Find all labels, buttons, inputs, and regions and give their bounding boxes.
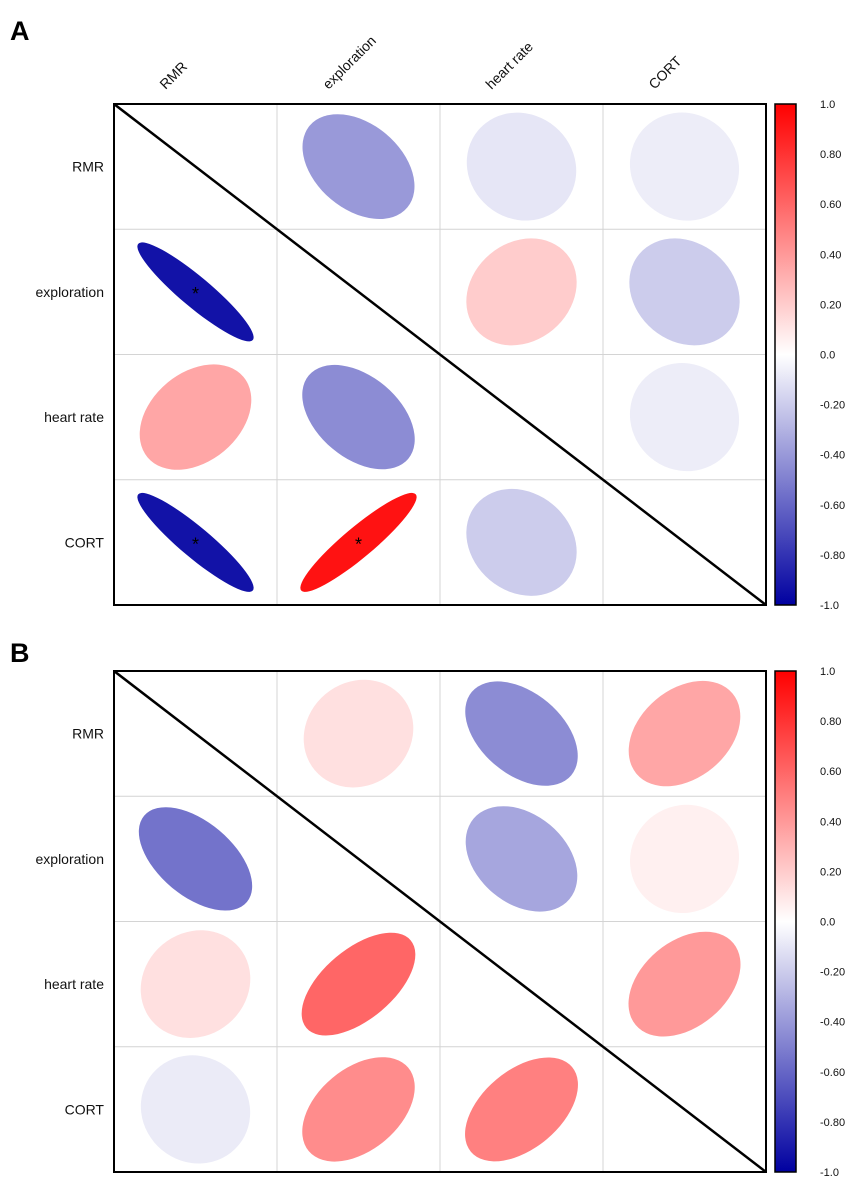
correlation-ellipse <box>466 488 577 596</box>
correlation-ellipse <box>140 930 251 1038</box>
significance-star: * <box>192 284 199 304</box>
row-label: exploration <box>36 284 105 300</box>
plot-frame <box>113 670 767 1173</box>
correlation-ellipse <box>629 804 740 914</box>
colorbar-tick-label: -0.40 <box>820 450 845 462</box>
row-label: RMR <box>72 159 104 175</box>
colorbar <box>774 103 797 606</box>
correlation-ellipse <box>138 807 253 911</box>
colorbar-tick-label: 1.0 <box>820 666 835 678</box>
colorbar <box>774 670 797 1173</box>
panel-letter: B <box>10 638 30 668</box>
correlation-ellipse <box>139 364 252 470</box>
column-label: exploration <box>319 32 379 92</box>
column-label: heart rate <box>482 38 536 92</box>
row-label: heart rate <box>44 976 104 992</box>
colorbar-tick-label: 0.0 <box>820 350 835 362</box>
colorbar-tick-label: 0.40 <box>820 249 841 261</box>
colorbar-tick-label: 0.60 <box>820 766 841 778</box>
colorbar-tick-label: -0.80 <box>820 1117 845 1129</box>
correlation-ellipse <box>465 681 578 786</box>
correlation-ellipse <box>629 363 740 472</box>
correlation-ellipse <box>629 112 740 221</box>
colorbar-tick-label: -0.20 <box>820 967 845 979</box>
column-label: CORT <box>645 53 684 92</box>
colorbar-tick-label: 1.0 <box>820 99 835 111</box>
correlation-ellipse <box>465 1057 578 1162</box>
correlation-ellipse <box>137 242 254 342</box>
diagonal-line <box>113 670 767 1173</box>
correlation-ellipse <box>465 806 578 912</box>
correlation-ellipse <box>302 114 415 220</box>
row-label: RMR <box>72 726 104 742</box>
diagonal-line <box>113 103 767 606</box>
colorbar-tick-label: -0.60 <box>820 500 845 512</box>
significance-star: * <box>355 534 362 554</box>
correlation-ellipse <box>302 1057 415 1162</box>
row-label: exploration <box>36 851 105 867</box>
correlation-ellipse <box>628 931 741 1037</box>
row-label: heart rate <box>44 409 104 425</box>
panel-a: A * * * RMR exploration heart rate CORT RMR explo… <box>10 16 845 612</box>
panel-letter: A <box>10 16 30 46</box>
correlation-ellipse <box>300 492 417 592</box>
row-label: CORT <box>65 534 105 550</box>
significance-star: * <box>192 534 199 554</box>
correlation-ellipse <box>302 364 415 470</box>
colorbar-tick-label: -0.60 <box>820 1067 845 1079</box>
correlation-ellipse <box>137 492 254 592</box>
colorbar-tick-label: 0.20 <box>820 866 841 878</box>
column-label: RMR <box>156 58 190 92</box>
colorbar-tick-label: 0.0 <box>820 917 835 929</box>
colorbar-tick-label: 0.80 <box>820 716 841 728</box>
colorbar-tick-label: -1.0 <box>820 1167 839 1179</box>
colorbar-tick-label: 0.60 <box>820 199 841 211</box>
correlation-ellipse <box>629 238 740 346</box>
plot-frame <box>113 103 767 606</box>
correlation-ellipse <box>466 238 577 346</box>
correlation-ellipse <box>303 679 414 788</box>
colorbar-tick-label: -1.0 <box>820 600 839 612</box>
correlation-ellipse <box>628 680 741 787</box>
colorbar-tick-label: 0.80 <box>820 149 841 161</box>
correlation-ellipse <box>466 112 577 221</box>
colorbar-tick-label: -0.80 <box>820 550 845 562</box>
correlation-ellipse <box>140 1055 251 1164</box>
colorbar-tick-label: 0.20 <box>820 299 841 311</box>
colorbar-tick-label: -0.40 <box>820 1017 845 1029</box>
colorbar-tick-label: -0.20 <box>820 400 845 412</box>
panel-b: B RMR exploration heart rate CORT 1.0 0.80 0.60… <box>10 638 845 1179</box>
row-label: CORT <box>65 1101 105 1117</box>
correlation-ellipse <box>301 932 416 1036</box>
colorbar-tick-label: 0.40 <box>820 816 841 828</box>
